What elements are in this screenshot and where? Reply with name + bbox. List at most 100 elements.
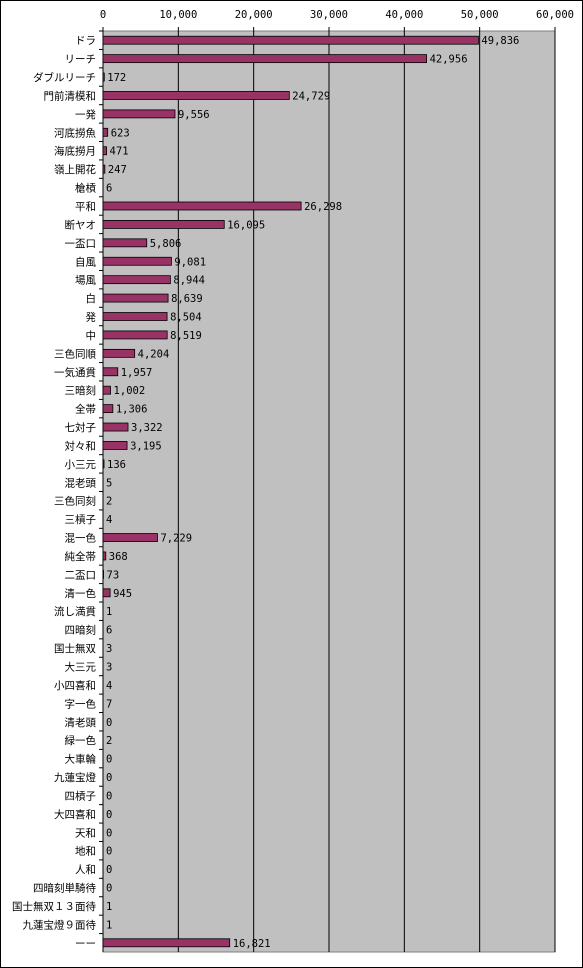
bar [102, 72, 105, 82]
data-label: 1,306 [116, 404, 148, 416]
y-tick-label: 清一色 [65, 587, 97, 600]
data-label: 26,298 [304, 201, 342, 213]
y-tick-label: 天和 [75, 827, 96, 839]
data-label: 1,957 [121, 367, 153, 379]
data-label: 16,095 [227, 219, 265, 231]
data-label: 4 [106, 514, 112, 526]
bar [102, 588, 111, 598]
x-tick-label: 40,000 [385, 9, 423, 21]
y-tick-label: 二盃口 [65, 569, 97, 581]
y-tick-label: 字一色 [65, 697, 97, 710]
data-label: 8,944 [173, 275, 205, 287]
data-label: 172 [107, 72, 126, 84]
bar [102, 238, 148, 248]
y-tick-label: 純全帯 [65, 550, 97, 563]
y-tick-label: 小四喜和 [54, 679, 96, 692]
y-tick-label: 平和 [75, 201, 96, 213]
bar [102, 293, 169, 303]
x-tick-label: 0 [100, 9, 106, 21]
data-label: 0 [106, 717, 112, 729]
data-label: 945 [113, 588, 132, 600]
data-label: 0 [106, 827, 112, 839]
x-tick-label: 50,000 [461, 9, 499, 21]
bar [102, 367, 119, 377]
data-label: 9,081 [174, 256, 206, 268]
y-tick-label: 一気通貫 [54, 366, 96, 379]
data-label: 0 [106, 772, 112, 784]
data-label: 2 [106, 735, 112, 747]
x-tick-label: 30,000 [310, 9, 348, 21]
y-tick-label: 海底撈月 [54, 145, 96, 158]
y-tick-label: 小三元 [65, 459, 97, 471]
y-tick-label: 清老頭 [65, 716, 97, 729]
y-tick-label: 中 [86, 329, 97, 342]
data-label: 5 [106, 477, 112, 489]
data-label: 4 [106, 680, 112, 692]
data-label: 9,556 [178, 109, 210, 121]
y-tick-label: 大車輪 [65, 753, 97, 766]
y-tick-label: 混老頭 [65, 476, 97, 489]
data-label: 5,806 [150, 238, 182, 250]
data-label: 623 [111, 127, 130, 139]
y-tick-label: 三槓子 [65, 513, 97, 526]
data-label: 3,195 [130, 440, 162, 452]
data-label: 0 [106, 846, 112, 858]
y-tick-label: 対々和 [65, 439, 97, 452]
x-tick-label: 60,000 [536, 9, 574, 21]
data-label: 8,504 [170, 312, 202, 324]
bar [102, 459, 105, 469]
y-tick-label: 四暗刻単騎待 [33, 882, 96, 895]
data-label: 4,204 [138, 348, 170, 360]
y-tick-label: ドラ [75, 35, 96, 47]
data-label: 7 [106, 698, 112, 710]
bar [102, 404, 114, 414]
data-label: 1 [106, 901, 112, 913]
data-label: 247 [108, 164, 127, 176]
y-tick-label: 三色同順 [54, 347, 96, 360]
data-label: 3 [106, 643, 112, 655]
data-label: 24,729 [292, 90, 330, 102]
data-label: 7,229 [160, 533, 192, 545]
data-label: 16,821 [233, 938, 271, 950]
data-label: 8,639 [171, 293, 203, 305]
bar [102, 164, 106, 174]
bar [102, 109, 176, 119]
y-tick-label: 大三元 [65, 660, 97, 673]
bar [102, 201, 302, 211]
data-label: 42,956 [430, 54, 468, 66]
bar [102, 938, 231, 948]
data-label: 6 [106, 625, 112, 637]
y-tick-label: 七対子 [65, 421, 97, 434]
data-label: 73 [107, 569, 120, 581]
data-label: 0 [106, 864, 112, 876]
bar [102, 569, 104, 579]
y-tick-label: 槍槓 [75, 182, 96, 195]
bar [102, 220, 225, 229]
y-tick-label: 白 [86, 292, 97, 305]
y-tick-label: 四暗刻 [65, 624, 97, 637]
bar [102, 146, 107, 156]
data-label: 136 [107, 459, 126, 471]
data-label: 49,836 [481, 35, 519, 47]
y-tick-label: 国士無双１３面待 [12, 900, 96, 913]
y-tick-label: 九蓮宝燈９面待 [23, 918, 97, 931]
y-tick-label: リーチ [65, 54, 97, 66]
y-tick-label: 大四喜和 [54, 808, 96, 821]
data-label: 0 [106, 883, 112, 895]
x-tick-label: 20,000 [235, 9, 273, 21]
y-tick-label: ダブルリーチ [33, 71, 96, 84]
y-tick-label: 断ヤオ [65, 218, 97, 231]
bar [102, 35, 479, 45]
y-tick-label: 場風 [75, 274, 96, 287]
y-tick-label: 自風 [75, 255, 96, 268]
y-tick-label: 人和 [75, 864, 96, 876]
y-tick-label: 地和 [75, 845, 96, 858]
y-tick-label: 三色同刻 [54, 495, 96, 508]
bar [102, 312, 168, 321]
data-label: 368 [109, 551, 128, 563]
y-tick-label: ーー [75, 938, 96, 950]
data-label: 0 [106, 754, 112, 766]
y-tick-label: 三暗刻 [65, 384, 97, 397]
data-label: 471 [110, 146, 129, 158]
